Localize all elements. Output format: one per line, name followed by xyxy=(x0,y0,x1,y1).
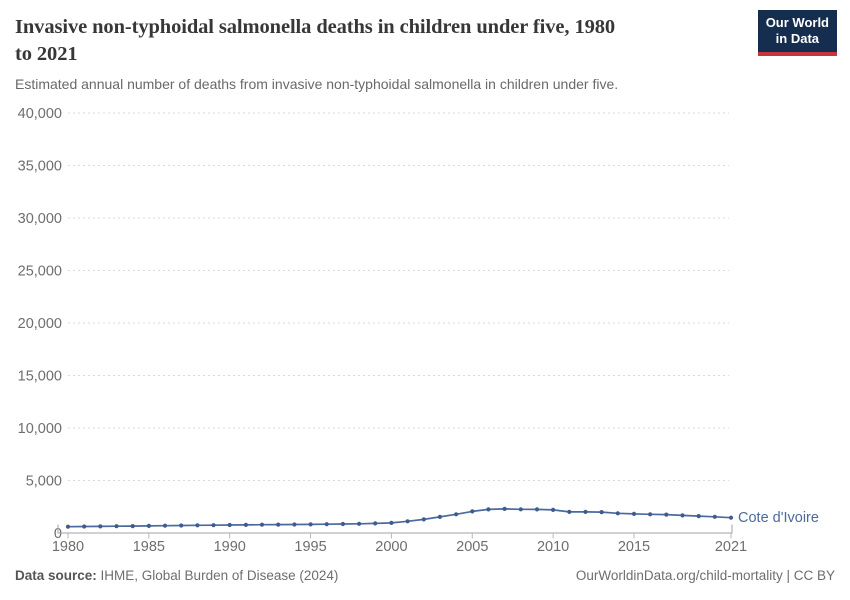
data-point xyxy=(65,524,71,529)
data-point xyxy=(130,524,135,529)
data-point xyxy=(243,522,248,528)
data-point xyxy=(486,507,491,512)
data-point xyxy=(292,522,297,527)
y-tick-label: 15,000 xyxy=(18,369,62,385)
data-point xyxy=(437,514,442,520)
data-point xyxy=(470,509,475,514)
data-point xyxy=(502,506,507,511)
data-point xyxy=(664,512,669,517)
owid-logo-line2: in Data xyxy=(775,31,820,46)
data-source-label: Data source: xyxy=(15,568,97,583)
chart-title-line2: to 2021 xyxy=(15,43,78,65)
x-tick-label: 1990 xyxy=(214,539,246,555)
data-line xyxy=(67,508,732,528)
chart-title: Invasive non-typhoidal salmonella deaths… xyxy=(15,14,615,68)
data-point xyxy=(340,521,345,527)
data-point xyxy=(631,511,637,516)
data-point xyxy=(534,507,540,512)
y-tick-label: 30,000 xyxy=(18,211,62,227)
y-tick-label: 35,000 xyxy=(18,159,62,175)
y-tick-label: 20,000 xyxy=(18,316,62,332)
data-point xyxy=(567,509,572,514)
data-point xyxy=(357,521,362,526)
data-point xyxy=(680,513,685,518)
data-point xyxy=(599,509,604,515)
data-point xyxy=(648,512,653,517)
data-point xyxy=(518,507,523,512)
data-source-text: IHME, Global Burden of Disease (2024) xyxy=(96,568,339,583)
data-point xyxy=(179,523,184,528)
entity-label: Cote d'Ivoire xyxy=(738,510,819,526)
data-point xyxy=(82,524,87,529)
footer-attribution: OurWorldinData.org/child-mortality | CC … xyxy=(575,568,835,583)
y-tick-label: 10,000 xyxy=(18,421,62,437)
data-point xyxy=(195,523,200,528)
data-point xyxy=(276,522,281,527)
x-tick-label: 2000 xyxy=(375,539,407,555)
x-tick-label: 1980 xyxy=(52,539,84,555)
data-point xyxy=(98,524,103,529)
data-point xyxy=(389,520,394,526)
data-point xyxy=(324,522,329,527)
data-point xyxy=(712,514,717,519)
data-point xyxy=(454,512,459,517)
data-source: Data source: IHME, Global Burden of Dise… xyxy=(15,568,338,583)
y-tick-label: 5,000 xyxy=(26,474,62,490)
chart-subtitle: Estimated annual number of deaths from i… xyxy=(15,76,619,92)
x-tick-label: 2010 xyxy=(537,539,569,555)
data-point xyxy=(162,523,168,528)
y-tick-label: 25,000 xyxy=(18,264,62,280)
x-tick-label: 1985 xyxy=(133,539,165,555)
data-point xyxy=(583,509,588,514)
y-tick-label: 0 xyxy=(54,526,62,542)
data-point xyxy=(373,521,378,526)
x-axis-line xyxy=(57,524,733,534)
x-tick-label: 2021 xyxy=(715,539,747,555)
x-tick-label: 2015 xyxy=(618,539,650,555)
data-point xyxy=(146,523,151,529)
y-tick-label: 40,000 xyxy=(18,106,62,122)
x-tick-label: 2005 xyxy=(456,539,488,555)
chart-title-line1: Invasive non-typhoidal salmonella deaths… xyxy=(15,16,616,38)
data-point xyxy=(615,511,620,516)
data-point xyxy=(211,523,216,528)
x-tick-label: 1995 xyxy=(294,539,326,555)
data-point xyxy=(114,524,119,529)
data-point xyxy=(696,514,701,519)
data-point xyxy=(227,522,232,528)
data-point xyxy=(551,507,556,512)
owid-logo: Our World in Data xyxy=(757,10,837,56)
data-point xyxy=(728,515,734,520)
data-point xyxy=(421,517,426,522)
owid-logo-line1: Our World xyxy=(765,15,829,30)
data-point xyxy=(405,519,410,524)
data-point xyxy=(308,522,313,527)
chart-footer: Data source: IHME, Global Burden of Dise… xyxy=(15,568,835,583)
data-point xyxy=(259,522,265,527)
